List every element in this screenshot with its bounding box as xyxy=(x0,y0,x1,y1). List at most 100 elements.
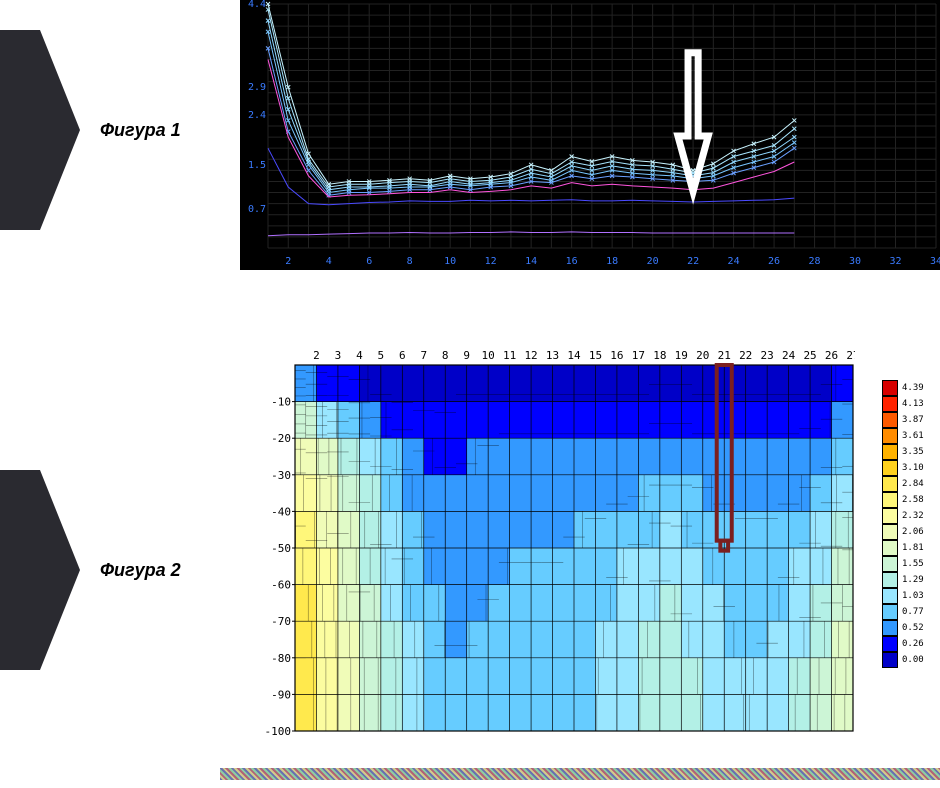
legend-swatch xyxy=(882,572,898,588)
chart2-xtick: 22 xyxy=(739,349,752,362)
chart2-xtick: 17 xyxy=(632,349,645,362)
legend-swatch xyxy=(882,492,898,508)
chart1-ytick: 4.4 xyxy=(248,0,266,10)
chart2-xtick: 14 xyxy=(567,349,581,362)
legend-row: 0.26 xyxy=(882,636,932,652)
legend-label: 0.52 xyxy=(898,623,924,633)
legend-row: 2.32 xyxy=(882,508,932,524)
legend-label: 3.10 xyxy=(898,463,924,473)
chart1-xtick: 8 xyxy=(407,256,413,267)
chart2-xtick: 25 xyxy=(803,349,816,362)
chart2-xtick: 18 xyxy=(653,349,666,362)
chart2-xtick: 15 xyxy=(589,349,602,362)
chart2-ytick: -70 xyxy=(271,615,291,628)
chart2-ytick: -30 xyxy=(271,469,291,482)
legend-row: 4.39 xyxy=(882,380,932,396)
legend-swatch xyxy=(882,412,898,428)
chart2-xtick: 11 xyxy=(503,349,516,362)
chart2-xtick: 21 xyxy=(718,349,731,362)
legend-row: 3.61 xyxy=(882,428,932,444)
chart2-xtick: 23 xyxy=(761,349,774,362)
legend-label: 3.87 xyxy=(898,415,924,425)
legend-row: 1.03 xyxy=(882,588,932,604)
chart1-xtick: 20 xyxy=(647,256,659,267)
legend-row: 3.10 xyxy=(882,460,932,476)
legend-swatch xyxy=(882,636,898,652)
legend-swatch xyxy=(882,508,898,524)
chart2-xtick: 2 xyxy=(313,349,320,362)
chart1-line: 0.71.52.42.94.42468101214161820222426283… xyxy=(240,0,940,270)
chart1-xtick: 16 xyxy=(566,256,578,267)
legend-swatch xyxy=(882,540,898,556)
chart1-ytick: 2.4 xyxy=(248,110,266,121)
legend-row: 1.55 xyxy=(882,556,932,572)
pointer-fig2 xyxy=(0,470,80,670)
legend-swatch xyxy=(882,556,898,572)
legend-swatch xyxy=(882,652,898,668)
chart2-ytick: -20 xyxy=(271,432,291,445)
chart2-ytick: -90 xyxy=(271,688,291,701)
chart2-ytick: -10 xyxy=(271,396,291,409)
chart2-xtick: 16 xyxy=(610,349,623,362)
chart1-xtick: 22 xyxy=(687,256,699,267)
legend-row: 4.13 xyxy=(882,396,932,412)
decorative-strip xyxy=(220,768,940,780)
chart2-xtick: 13 xyxy=(546,349,559,362)
legend-swatch xyxy=(882,380,898,396)
legend-swatch xyxy=(882,460,898,476)
legend-label: 2.58 xyxy=(898,495,924,505)
legend-swatch xyxy=(882,444,898,460)
legend-row: 2.58 xyxy=(882,492,932,508)
chart2-xtick: 5 xyxy=(378,349,385,362)
legend-label: 1.55 xyxy=(898,559,924,569)
legend-swatch xyxy=(882,588,898,604)
legend-swatch xyxy=(882,396,898,412)
chart1-xtick: 24 xyxy=(728,256,740,267)
chart2-xtick: 10 xyxy=(482,349,495,362)
chart2-xtick: 24 xyxy=(782,349,796,362)
legend-label: 3.61 xyxy=(898,431,924,441)
legend-row: 0.52 xyxy=(882,620,932,636)
chart1-ytick: 2.9 xyxy=(248,82,266,93)
chart1-xtick: 28 xyxy=(809,256,821,267)
legend-label: 1.03 xyxy=(898,591,924,601)
legend-label: 4.39 xyxy=(898,383,924,393)
legend-swatch xyxy=(882,428,898,444)
legend-swatch xyxy=(882,604,898,620)
chart2-xtick: 19 xyxy=(675,349,688,362)
chart1-xtick: 30 xyxy=(849,256,861,267)
legend-label: 2.06 xyxy=(898,527,924,537)
legend-label: 1.81 xyxy=(898,543,924,553)
legend-swatch xyxy=(882,476,898,492)
chart1-xtick: 12 xyxy=(485,256,497,267)
chart1-ytick: 1.5 xyxy=(248,160,266,171)
legend-row: 1.29 xyxy=(882,572,932,588)
chart1-xtick: 14 xyxy=(525,256,537,267)
chart2-ytick: -100 xyxy=(265,725,292,735)
chart1-xtick: 18 xyxy=(606,256,618,267)
legend-label: 3.35 xyxy=(898,447,924,457)
chart2-ytick: -50 xyxy=(271,542,291,555)
legend-row: 0.77 xyxy=(882,604,932,620)
legend-row: 3.87 xyxy=(882,412,932,428)
chart2-xtick: 3 xyxy=(335,349,342,362)
chart1-xtick: 32 xyxy=(889,256,901,267)
chart2-xtick: 20 xyxy=(696,349,709,362)
chart2-ytick: -80 xyxy=(271,652,291,665)
legend-label: 2.32 xyxy=(898,511,924,521)
legend-label: 2.84 xyxy=(898,479,924,489)
legend-label: 0.00 xyxy=(898,655,924,665)
pointer-fig1 xyxy=(0,30,80,230)
legend-swatch xyxy=(882,620,898,636)
chart2-xtick: 9 xyxy=(463,349,470,362)
legend-row: 0.00 xyxy=(882,652,932,668)
chart1-xtick: 2 xyxy=(285,256,291,267)
chart1-xtick: 6 xyxy=(366,256,372,267)
pointer-shape xyxy=(0,470,80,670)
legend-label: 0.26 xyxy=(898,639,924,649)
chart2-legend: 4.39 4.13 3.87 3.61 3.35 3.10 2.84 2.58 … xyxy=(882,380,932,668)
chart2-xtick: 4 xyxy=(356,349,363,362)
pointer-shape xyxy=(0,30,80,230)
chart1-xtick: 10 xyxy=(444,256,456,267)
chart1-ytick: 0.7 xyxy=(248,204,266,215)
